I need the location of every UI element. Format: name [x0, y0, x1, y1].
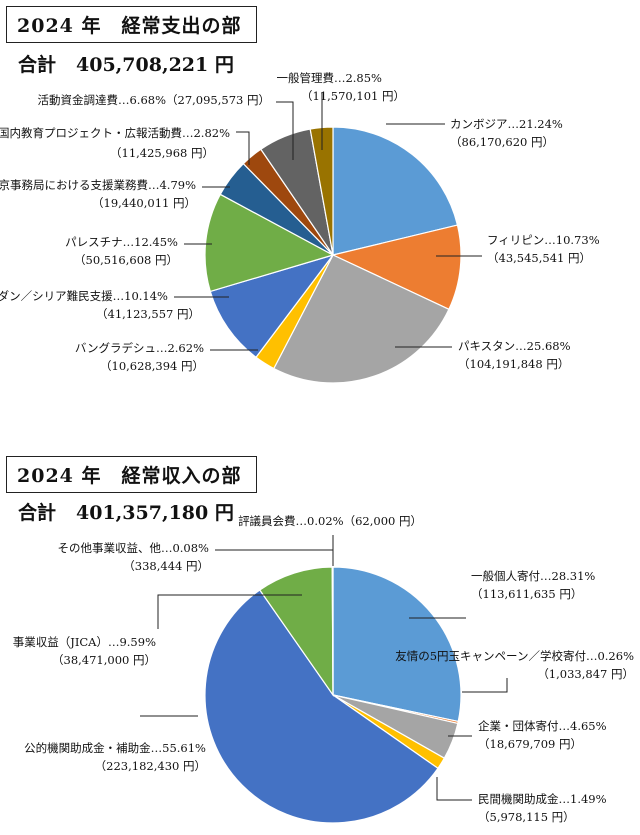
leader-line [462, 678, 508, 693]
expense-total: 合計 405,708,221 円 [18, 50, 234, 77]
slice-value-label: （104,191,848 円） [458, 357, 569, 371]
income-total: 合計 401,357,180 円 [18, 498, 234, 525]
pie-slice [258, 566, 334, 697]
slice-label: ヨルダン／シリア難民支援…10.14% [0, 289, 168, 303]
slice-label: パレスチナ…12.45% [65, 235, 178, 249]
slice-label: その他事業収益、他…0.08% [57, 541, 209, 555]
slice-value-label: （11,570,101 円） [301, 89, 405, 103]
slice-label: フィリピン…10.73% [487, 233, 600, 247]
pie-slice [332, 566, 462, 723]
income-total-value: 401,357,180 円 [76, 502, 234, 524]
slice-label: 評議員会費…0.02%（62,000 円） [238, 514, 422, 528]
income-total-label: 合計 [18, 502, 57, 524]
expense-total-label: 合計 [18, 54, 57, 76]
slice-label: 友情の5円玉キャンペーン／学校寄付…0.26% [395, 649, 634, 663]
slice-value-label: （41,123,557 円） [96, 307, 200, 321]
leader-line [436, 777, 472, 801]
slice-value-label: （18,679,709 円） [478, 737, 582, 751]
slice-value-label: （19,440,011 円） [92, 196, 196, 210]
slice-value-label: （86,170,620 円） [450, 135, 554, 149]
expense-pie-chart: カンボジア…21.24% （86,170,620 円） フィリピン…10.73% （4… [0, 71, 600, 384]
slice-label: 東京事務局における支援業務費…4.79% [0, 178, 196, 192]
pie-slice [332, 126, 459, 256]
slice-label: 事業収益（JICA）…9.59% [13, 635, 156, 649]
income-pie-chart: 一般個人寄付…28.31% （113,611,635 円） 友情の5円玉キャンペーン… [13, 514, 634, 824]
slice-label: パキスタン…25.68% [458, 339, 571, 353]
slice-value-label: （11,425,968 円） [110, 146, 214, 160]
expense-title: 2024 年 経常支出の部 [6, 6, 257, 43]
income-title: 2024 年 経常収入の部 [6, 456, 257, 493]
slice-value-label: （223,182,430 円） [95, 759, 206, 773]
pie-slice [273, 254, 450, 384]
leader-line [276, 101, 294, 160]
slice-label: カンボジア…21.24% [450, 117, 563, 131]
leader-line [215, 549, 334, 566]
slice-value-label: （113,611,635 円） [471, 587, 582, 601]
leader-line [157, 594, 302, 629]
pie-slice [204, 589, 439, 824]
slice-value-label: （38,471,000 円） [52, 653, 156, 667]
pie-slice [204, 193, 335, 293]
slice-label: 一般個人寄付…28.31% [471, 569, 595, 583]
leader-line [236, 131, 250, 165]
slice-label: 一般管理費…2.85% [276, 71, 382, 85]
slice-value-label: （5,978,115 円） [478, 810, 575, 824]
slice-value-label: （1,033,847 円） [537, 667, 634, 681]
slice-label: 企業・団体寄付…4.65% [478, 719, 607, 733]
pie-slice [209, 253, 335, 359]
slice-value-label: （50,516,608 円） [74, 253, 178, 267]
slice-label: バングラデシュ…2.62% [75, 341, 204, 355]
expense-total-value: 405,708,221 円 [76, 54, 234, 76]
slice-value-label: （10,628,394 円） [100, 359, 204, 373]
slice-value-label: （338,444 円） [123, 559, 209, 573]
slice-label: 公的機関助成金・補助金…55.61% [24, 741, 206, 755]
slice-label: 民間機関助成金…1.49% [478, 792, 607, 806]
slice-label: 国内教育プロジェクト・広報活動費…2.82% [0, 126, 230, 140]
pie-slice [331, 224, 462, 311]
slice-value-label: （43,545,541 円） [487, 251, 591, 265]
slice-label: 活動資金調達費…6.68%（27,095,573 円） [37, 93, 270, 107]
